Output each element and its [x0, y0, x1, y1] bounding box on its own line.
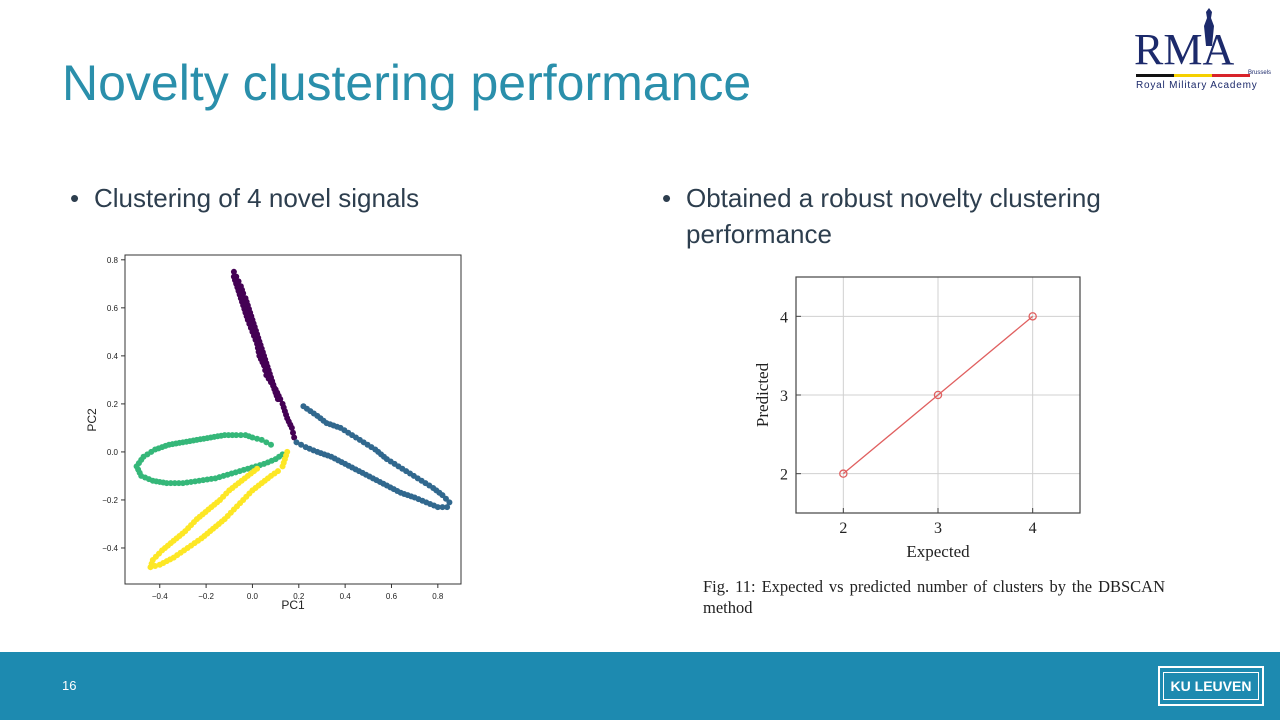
- rma-letters: RMA: [1134, 25, 1234, 74]
- scatter-point: [298, 441, 305, 448]
- footer-bar: [0, 652, 1280, 720]
- scatter-point: [291, 434, 298, 441]
- scatter-point: [254, 465, 261, 472]
- line-chart-y-tick-label: 3: [780, 388, 788, 405]
- bullet-text: Clustering of 4 novel signals: [94, 183, 420, 213]
- pca-scatter-plot: PC1 PC2 −0.4 −0.2 0.0 0.2 0.4 0.6 0.8 −0.4 −0.2 0…: [85, 254, 462, 612]
- scatter-x-tick-label: −0.2: [198, 592, 214, 601]
- line-chart-point: [1028, 312, 1037, 321]
- scatter-point: [293, 439, 300, 446]
- scatter-point: [279, 463, 286, 470]
- scatter-marks: [133, 268, 453, 571]
- scatter-y-tick-label: 0.8: [107, 256, 119, 265]
- bullet-clustering: • Clustering of 4 novel signals: [70, 180, 420, 216]
- scatter-point: [290, 429, 296, 436]
- scatter-point: [258, 436, 265, 443]
- scatter-point: [242, 432, 249, 439]
- flag-stripe-red: [1212, 74, 1250, 77]
- ku-leuven-logo-text: KU LEUVEN: [1162, 672, 1260, 700]
- scatter-point: [439, 504, 446, 511]
- scatter-y-tick-label: 0.4: [107, 352, 119, 361]
- scatter-y-tick-label: 0.6: [107, 304, 119, 313]
- scatter-point: [263, 439, 270, 446]
- scatter-point: [156, 561, 163, 568]
- scatter-x-axis-label: PC1: [281, 598, 305, 612]
- rma-city: Brussels: [1248, 70, 1271, 76]
- scatter-point: [262, 367, 269, 374]
- scatter-x-tick-label: 0.2: [293, 592, 305, 601]
- scatter-x-tick-label: 0.0: [247, 592, 259, 601]
- scatter-y-axis-label: PC2: [85, 408, 99, 432]
- flag-stripe-black: [1136, 74, 1174, 77]
- scatter-point: [237, 432, 244, 439]
- scatter-point: [444, 504, 451, 511]
- line-chart-point: [839, 469, 848, 478]
- scatter-point: [230, 268, 237, 275]
- line-chart-series-line: [842, 315, 1034, 475]
- scatter-x-tick-label: 0.4: [340, 592, 352, 601]
- scatter-y-tick-label: −0.2: [102, 496, 118, 505]
- scatter-point: [267, 441, 274, 448]
- statue-icon: [1204, 8, 1214, 46]
- flag-stripe-yellow: [1174, 74, 1212, 77]
- scatter-x-tick-label: −0.4: [152, 592, 168, 601]
- scatter-y-tick-label: −0.4: [102, 544, 118, 553]
- scatter-x-tick-label: 0.6: [386, 592, 398, 601]
- line-chart-x-tick-label: 4: [1029, 520, 1037, 537]
- scatter-point: [302, 444, 309, 451]
- line-chart-y-tick-label: 4: [780, 309, 788, 326]
- page-number: 16: [62, 678, 77, 693]
- scatter-point: [446, 499, 453, 506]
- rma-subtitle: Royal Military Academy: [1136, 80, 1258, 91]
- figure-caption: Fig. 11: Expected vs predicted number of…: [703, 577, 1165, 617]
- scatter-point: [277, 396, 284, 403]
- scatter-x-tick-label: 0.8: [432, 592, 444, 601]
- scatter-plot-frame: [124, 254, 462, 585]
- scatter-y-tick-label: 0.2: [107, 400, 119, 409]
- line-chart-x-tick-label: 3: [934, 520, 942, 537]
- scatter-point: [288, 424, 295, 431]
- bullet-dot: •: [662, 183, 672, 213]
- bullet-performance: • Obtained a robust novelty clustering p…: [662, 180, 1186, 252]
- line-chart-marks: [839, 312, 1037, 478]
- line-chart-x-axis-label: Expected: [906, 542, 970, 561]
- bullet-dot: •: [70, 183, 80, 213]
- slide-title: Novelty clustering performance: [62, 55, 752, 111]
- line-chart-x-tick-label: 2: [839, 520, 847, 537]
- ku-leuven-logo: KU LEUVEN: [1158, 666, 1264, 706]
- expected-vs-predicted-chart: Expected Predicted 2 3 4 2 3 4: [753, 276, 1081, 561]
- scatter-point: [254, 435, 261, 442]
- line-chart-y-axis-label: Predicted: [753, 362, 772, 427]
- bullet-text: Obtained a robust novelty clustering per…: [686, 183, 1101, 249]
- line-chart-point: [933, 390, 943, 400]
- rma-logo: RMA Brussels Royal Military Academy: [1134, 8, 1271, 91]
- line-chart-y-tick-label: 2: [780, 467, 788, 484]
- scatter-y-tick-label: 0.0: [107, 448, 119, 457]
- scatter-point: [261, 362, 268, 369]
